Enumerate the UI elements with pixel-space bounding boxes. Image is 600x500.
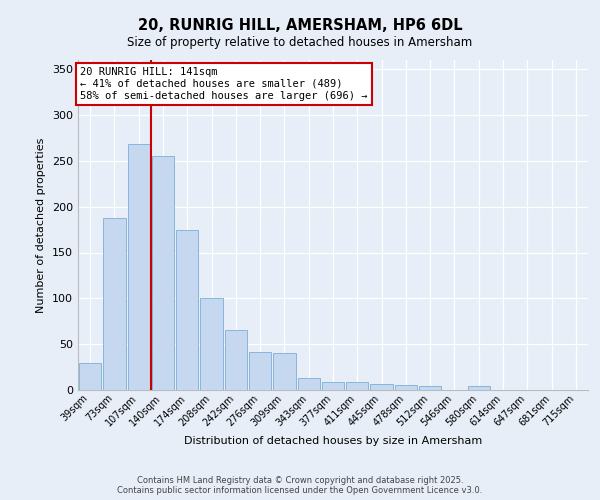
Bar — [419, 386, 442, 390]
Bar — [224, 330, 247, 390]
Bar — [346, 382, 368, 390]
Text: 20 RUNRIG HILL: 141sqm
← 41% of detached houses are smaller (489)
58% of semi-de: 20 RUNRIG HILL: 141sqm ← 41% of detached… — [80, 68, 368, 100]
Y-axis label: Number of detached properties: Number of detached properties — [37, 138, 46, 312]
Bar — [103, 218, 125, 390]
Text: Contains HM Land Registry data © Crown copyright and database right 2025.: Contains HM Land Registry data © Crown c… — [137, 476, 463, 485]
Text: Size of property relative to detached houses in Amersham: Size of property relative to detached ho… — [127, 36, 473, 49]
Bar — [395, 386, 417, 390]
Bar — [249, 352, 271, 390]
X-axis label: Distribution of detached houses by size in Amersham: Distribution of detached houses by size … — [184, 436, 482, 446]
Bar — [370, 384, 393, 390]
Text: 20, RUNRIG HILL, AMERSHAM, HP6 6DL: 20, RUNRIG HILL, AMERSHAM, HP6 6DL — [137, 18, 463, 32]
Bar — [79, 362, 101, 390]
Bar — [467, 386, 490, 390]
Bar — [152, 156, 174, 390]
Bar — [322, 382, 344, 390]
Bar — [128, 144, 150, 390]
Bar — [298, 378, 320, 390]
Bar — [273, 354, 296, 390]
Text: Contains public sector information licensed under the Open Government Licence v3: Contains public sector information licen… — [118, 486, 482, 495]
Bar — [176, 230, 199, 390]
Bar — [200, 298, 223, 390]
